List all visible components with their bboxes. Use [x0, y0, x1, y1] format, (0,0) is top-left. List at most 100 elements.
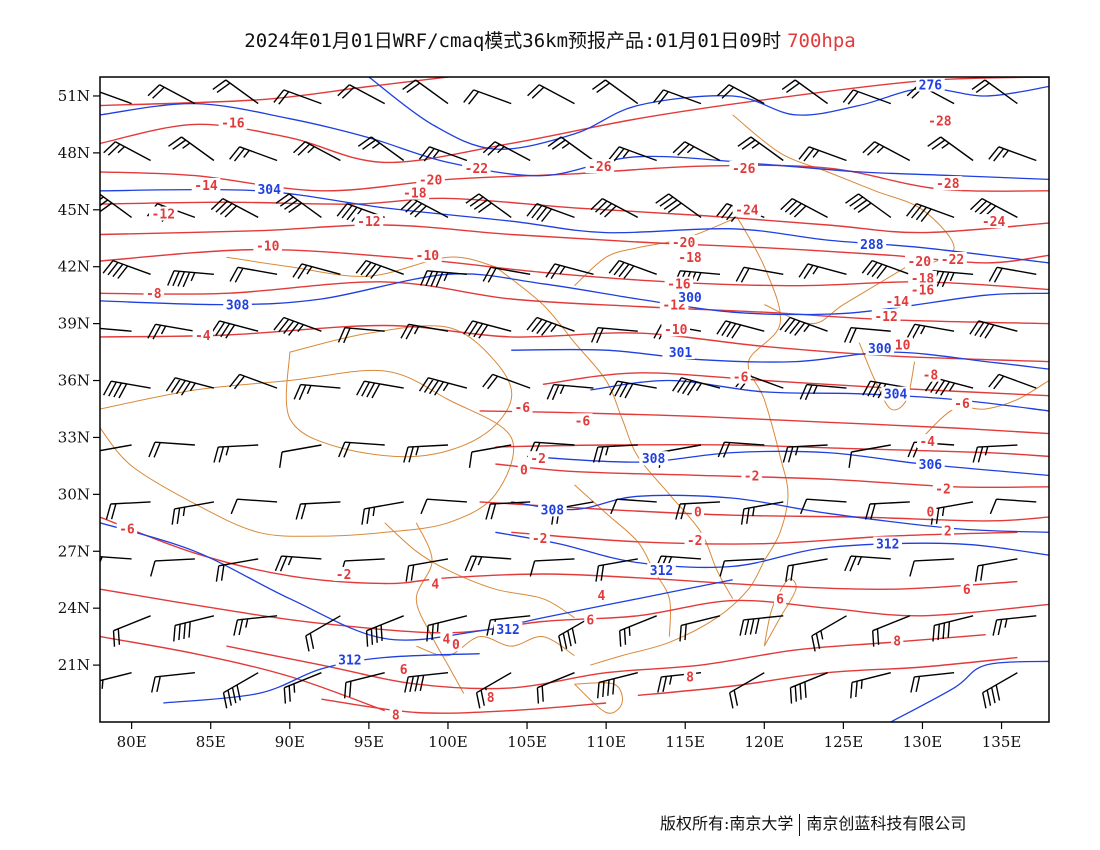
height-label-bg: [865, 341, 895, 356]
temperature-label-bg: [572, 413, 593, 428]
temperature-label-bg: [933, 176, 963, 191]
height-contour: [511, 494, 1049, 533]
lon-tick-label: 85E: [196, 733, 226, 751]
boundary-line: [590, 209, 789, 666]
wind-barb: [536, 672, 575, 704]
wind-barb: [100, 327, 132, 332]
temperature-label-bg: [669, 234, 698, 249]
temperature-label-bg: [774, 591, 787, 606]
wind-barb: [546, 383, 594, 401]
wind-barb: [657, 672, 702, 693]
temperature-label: -2: [532, 532, 548, 547]
wind-barb: [100, 193, 133, 218]
wind-barb: [844, 555, 891, 572]
temperature-label-bg: [683, 669, 697, 684]
wind-barb: [173, 615, 215, 642]
height-contour: [495, 531, 1049, 569]
wind-barb: [210, 197, 259, 219]
temperature-label-bg: [908, 271, 937, 285]
title-main: 2024年01月01日WRF/cmaq模式36km预报产品:01月01日09时: [244, 30, 782, 52]
temperature-label: 6: [586, 614, 594, 629]
temperature-label-bg: [585, 159, 615, 174]
height-contours: [100, 77, 1049, 722]
temperature-contour: [511, 531, 1018, 545]
wind-barb: [590, 327, 638, 344]
temperature-label-bg: [730, 369, 751, 384]
temperature-label: -12: [152, 208, 175, 223]
wind-barb: [861, 259, 911, 279]
wind-barb: [608, 259, 657, 279]
wind-barb: [597, 672, 638, 699]
height-contour: [100, 522, 733, 641]
wind-barb: [168, 136, 215, 162]
wind-barb: [789, 672, 828, 704]
wind-barb: [475, 672, 512, 709]
temperature-label: 6: [776, 593, 784, 608]
wind-barb: [799, 383, 847, 401]
wind-barb: [782, 444, 828, 463]
lon-tick-label: 130E: [903, 733, 943, 751]
temperature-contour: [100, 164, 1049, 192]
temperature-label: 2: [944, 524, 952, 539]
wind-barb: [655, 193, 702, 218]
lon-tick-label: 80E: [117, 733, 147, 751]
temperature-label: 4: [597, 589, 605, 604]
temperature-label: -20: [908, 255, 932, 270]
wind-barb: [212, 79, 259, 105]
wind-barb: [229, 266, 278, 283]
wind-barb: [338, 441, 385, 458]
wind-barb: [275, 193, 322, 218]
wind-barb: [591, 79, 639, 105]
wind-barb: [526, 316, 575, 336]
boundary-line: [574, 218, 733, 287]
wind-barb: [112, 615, 151, 647]
latitude-axis: 51N 48N 45N 42N 39N 36N 33N 30N 27N 24N 21N: [58, 87, 100, 674]
wind-barb: [279, 444, 322, 468]
temperature-label-bg: [484, 690, 497, 705]
height-label: 312: [876, 538, 899, 553]
boundary-line: [495, 266, 734, 599]
lat-tick-label: 33N: [58, 428, 90, 446]
lon-tick-label: 90E: [275, 733, 305, 751]
temperature-label: -6: [733, 371, 749, 386]
temperature-label: 0: [694, 505, 702, 520]
temperature-label: 4: [431, 577, 439, 592]
temperature-label-bg: [218, 115, 248, 130]
wind-barb: [365, 615, 404, 647]
wind-barb: [527, 84, 575, 105]
lat-tick-label: 39N: [58, 315, 90, 333]
wind-barb: [100, 555, 132, 564]
temperature-contour: [100, 324, 1049, 363]
height-label-bg: [335, 652, 365, 667]
wind-barb: [592, 444, 638, 463]
wind-barb: [842, 89, 892, 105]
wind-barb: [355, 259, 404, 279]
wind-barb: [356, 380, 404, 399]
temperature-label: -2: [530, 452, 546, 467]
lat-tick-label: 48N: [58, 144, 90, 162]
lon-tick-label: 125E: [824, 733, 864, 751]
temperature-label-bg: [661, 322, 690, 337]
height-label-bg: [666, 345, 695, 359]
wind-barb: [171, 501, 215, 525]
temperature-label: -4: [195, 329, 211, 344]
wind-barb: [150, 558, 195, 577]
temperature-label-bg: [917, 434, 938, 449]
boundary-line: [226, 256, 496, 277]
wind-barb: [210, 320, 259, 339]
temperature-label: -6: [119, 522, 135, 537]
temperature-label: -22: [465, 162, 488, 177]
temperature-label-bg: [871, 308, 901, 323]
wind-barb: [799, 498, 847, 515]
wind-barb: [102, 380, 151, 399]
wind-barb: [405, 558, 449, 582]
temperature-label: -26: [732, 162, 756, 177]
height-label: 308: [541, 503, 565, 518]
temperature-label: -14: [885, 295, 909, 310]
wind-barb: [872, 615, 911, 647]
boundary-line: [763, 578, 797, 647]
wind-barb: [295, 501, 341, 520]
wind-barb: [739, 615, 784, 636]
temperature-contour: [100, 588, 1049, 634]
wind-barb: [165, 377, 215, 396]
